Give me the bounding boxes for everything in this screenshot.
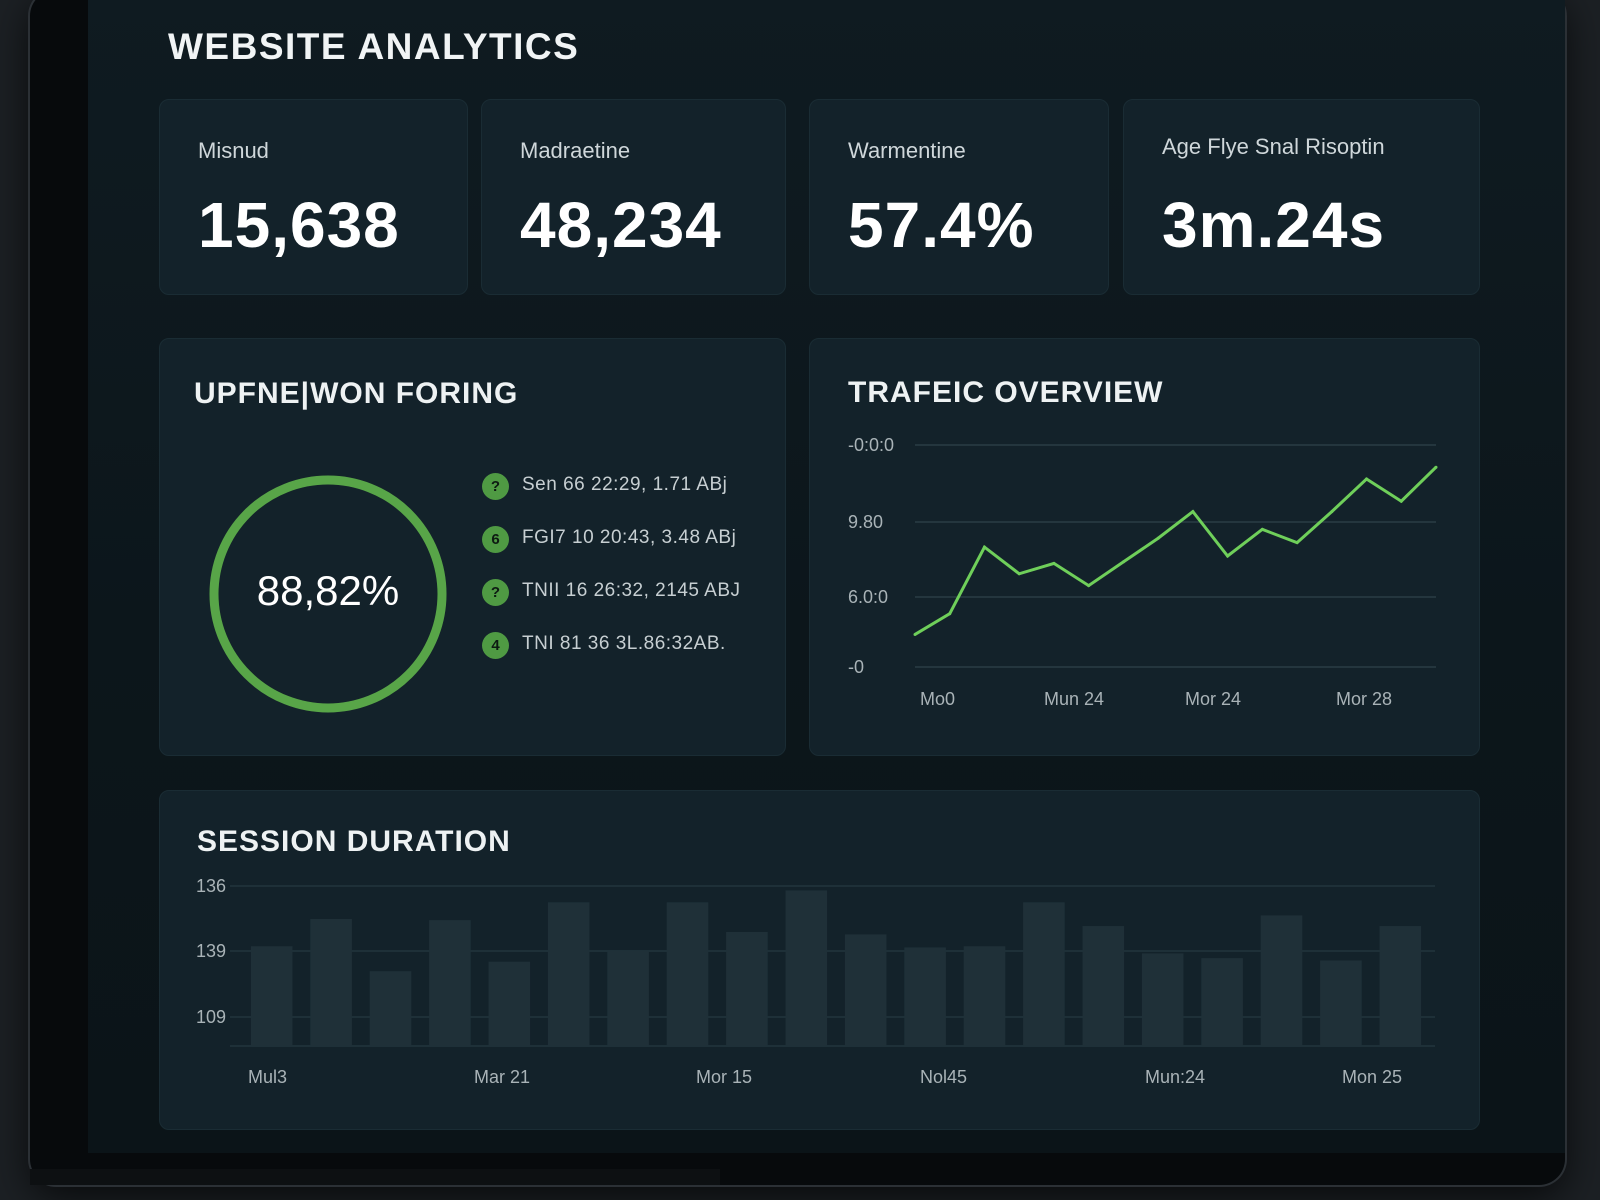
status-dot-icon: ? (482, 579, 509, 606)
status-dot-icon: ? (482, 473, 509, 500)
session-bar (904, 947, 946, 1046)
y-tick-label: 6.0:0 (848, 587, 888, 607)
kpi-card-pageviews[interactable]: Madraetine 48,234 (481, 99, 786, 295)
forecast-panel: UPFNE|WON FORING 88,82% ? Sen 66 22:29, … (159, 338, 786, 756)
y-tick-label: 139 (196, 941, 226, 961)
forecast-panel-title: UPFNE|WON FORING (194, 377, 519, 410)
x-tick-label: Mon 25 (1342, 1067, 1402, 1087)
session-bar (1023, 902, 1065, 1046)
session-bar (310, 918, 352, 1046)
y-tick-label: 109 (196, 1007, 226, 1027)
session-bar (1260, 915, 1303, 1046)
session-bar (607, 951, 649, 1046)
traffic-line-chart: -0:0:0 9.80 6.0:0 -0 Mo0 Mun 24 Mor 24 Mor 28 (848, 435, 1438, 709)
session-bar (666, 902, 709, 1046)
kpi-value: 15,638 (198, 189, 400, 261)
y-tick-label: -0:0:0 (848, 435, 894, 455)
dashboard-screen: WEBSITE ANALYTICS Misnud 15,638 Madraeti… (88, 0, 1565, 1153)
session-bar (369, 971, 412, 1046)
status-dot-icon: 6 (482, 526, 509, 553)
kpi-value: 48,234 (520, 189, 722, 261)
kpi-label: Misnud (198, 138, 269, 163)
session-bar (726, 932, 768, 1046)
progress-ring (209, 475, 447, 713)
session-bar-chart: 136 139 109 Mul3 Mar 21 Mor 15 Nol45 Mun:24 Mon … (196, 876, 1435, 1087)
monitor-stand (30, 1169, 720, 1185)
data-point (982, 545, 986, 549)
session-bar (785, 890, 828, 1046)
data-point (1399, 499, 1403, 503)
data-point (1260, 527, 1264, 531)
data-point (1087, 584, 1091, 588)
traffic-panel-title: TRAFEIC OVERVIEW (848, 376, 1164, 409)
list-item-text: TNII 16 26:32, 2145 ABJ (522, 580, 741, 601)
list-item-text: TNI 81 36 3L.86:32AB. (522, 633, 726, 654)
kpi-label: Madraetine (520, 138, 631, 163)
list-item-text: Sen 66 22:29, 1.71 ABj (522, 474, 728, 495)
session-panel-title: SESSION DURATION (197, 825, 511, 858)
data-point (1330, 510, 1334, 514)
session-bar (429, 920, 471, 1046)
data-point (1295, 541, 1299, 545)
monitor-frame: WEBSITE ANALYTICS Misnud 15,638 Madraeti… (30, 0, 1565, 1185)
y-tick-label: 9.80 (848, 512, 883, 532)
y-tick-label: -0 (848, 657, 864, 677)
session-bar (1201, 958, 1243, 1046)
x-tick-label: Mar 21 (474, 1067, 530, 1087)
status-dot-icon: 4 (482, 632, 509, 659)
kpi-card-visitors[interactable]: Misnud 15,638 (159, 99, 468, 295)
data-point (948, 612, 952, 616)
kpi-label: Age Flye Snal Risoptin (1162, 134, 1385, 159)
session-bar (547, 902, 590, 1046)
session-panel: SESSION DURATION 136 139 109 Mul3 Mar 21 Mor … (159, 790, 1480, 1130)
data-point (913, 632, 917, 636)
page-title: WEBSITE ANALYTICS (168, 26, 580, 67)
data-point (1121, 560, 1125, 564)
session-bar (1379, 926, 1422, 1046)
ring-value: 88,82% (256, 567, 400, 614)
session-bar (250, 946, 293, 1046)
kpi-card-avg-session[interactable]: Age Flye Snal Risoptin 3m.24s (1123, 99, 1480, 295)
data-point (1156, 536, 1160, 540)
kpi-value: 3m.24s (1162, 189, 1386, 261)
kpi-value: 57.4% (848, 189, 1035, 261)
session-bar (1320, 960, 1362, 1046)
data-point (1226, 554, 1230, 558)
x-tick-label: Mun:24 (1145, 1067, 1205, 1087)
traffic-panel: TRAFEIC OVERVIEW -0:0:0 9.80 6.0:0 -0 Mo0 Mun… (809, 338, 1480, 756)
session-bar (488, 961, 531, 1046)
data-point (1191, 510, 1195, 514)
y-tick-label: 136 (196, 876, 226, 896)
x-tick-label: Mun 24 (1044, 689, 1104, 709)
data-point (1434, 465, 1438, 469)
session-bar (1082, 926, 1125, 1046)
data-point (1017, 572, 1021, 576)
data-point (1365, 477, 1369, 481)
progress-ring-arc (209, 475, 447, 713)
list-item-text: FGI7 10 20:43, 3.48 ABj (522, 527, 737, 548)
kpi-card-rate[interactable]: Warmentine 57.4% (809, 99, 1109, 295)
x-tick-label: Nol45 (920, 1067, 967, 1087)
kpi-label: Warmentine (848, 138, 966, 163)
session-bar (1141, 953, 1184, 1046)
x-tick-label: Mul3 (248, 1067, 287, 1087)
session-bar (844, 934, 887, 1046)
x-tick-label: Mor 24 (1185, 689, 1241, 709)
traffic-series-line (914, 466, 1438, 636)
x-tick-label: Mo0 (920, 689, 955, 709)
data-point (1052, 561, 1056, 565)
x-tick-label: Mor 28 (1336, 689, 1392, 709)
x-tick-label: Mor 15 (696, 1067, 752, 1087)
session-bar (963, 946, 1006, 1046)
